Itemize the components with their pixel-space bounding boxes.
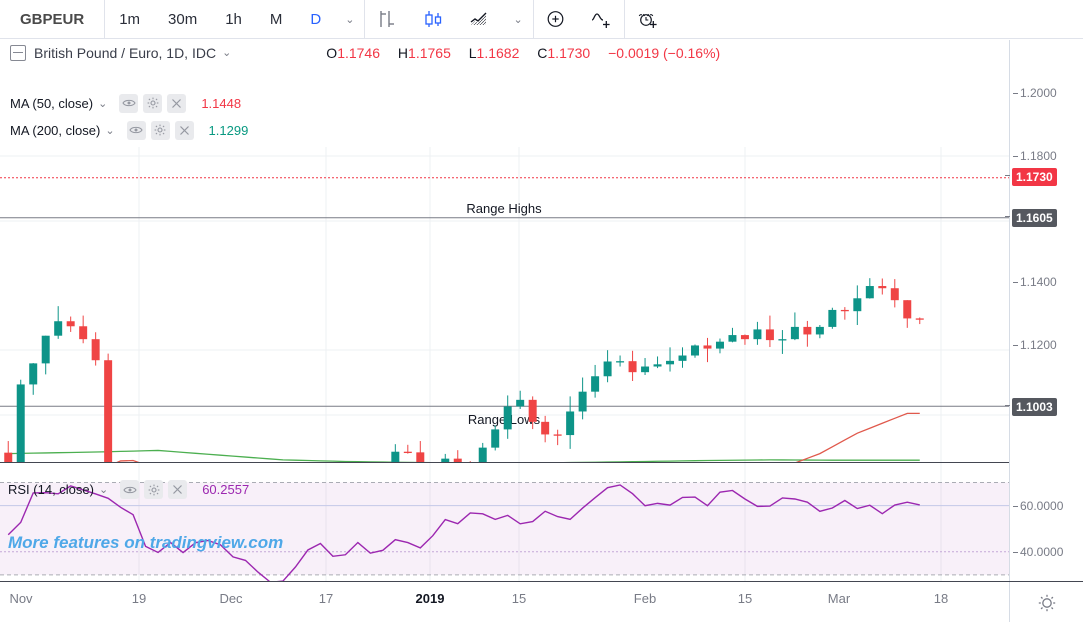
svg-text:Range Highs: Range Highs — [466, 201, 542, 216]
